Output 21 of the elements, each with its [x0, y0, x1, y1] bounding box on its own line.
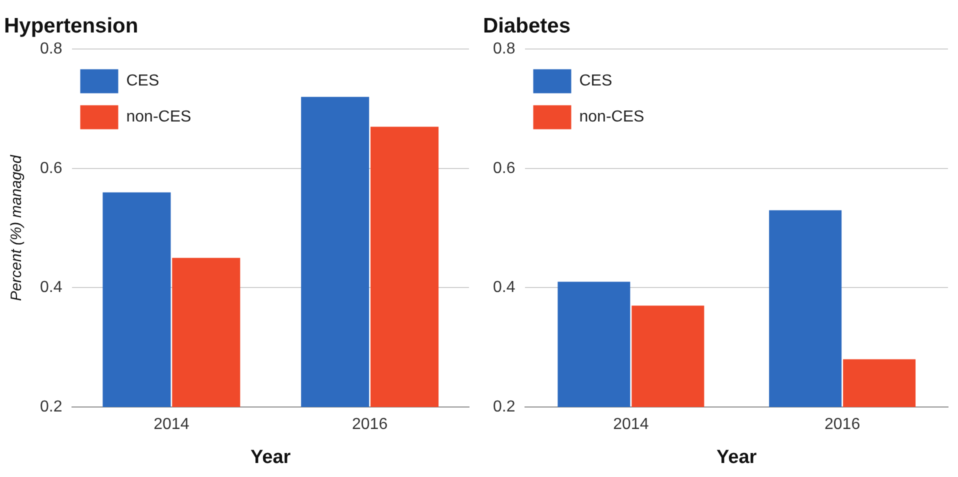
x-axis-title: Year — [716, 446, 758, 468]
chart-title: Diabetes — [483, 14, 571, 38]
legend-label: non-CES — [579, 108, 644, 126]
legend-label: CES — [126, 72, 160, 90]
x-axis-title: Year — [250, 446, 292, 468]
y-tick-label: 0.2 — [40, 398, 62, 416]
y-tick-label: 0.4 — [40, 279, 62, 296]
y-axis-title: Percent (%) managed — [8, 154, 26, 302]
legend-label: non-CES — [126, 108, 192, 126]
y-tick-label: 0.8 — [492, 40, 516, 58]
x-tick-label: 2014 — [613, 416, 649, 434]
x-tick-label: 2014 — [154, 416, 190, 434]
y-tick-label: 0.8 — [40, 40, 62, 58]
x-tick-label: 2016 — [824, 416, 860, 434]
x-tick-label: 2016 — [352, 416, 388, 434]
y-tick-label: 0.4 — [492, 279, 516, 296]
y-tick-label: 0.2 — [492, 398, 516, 416]
chart-title: Hypertension — [4, 14, 138, 38]
y-tick-label: 0.6 — [492, 160, 516, 177]
legend-label: CES — [579, 72, 612, 90]
y-tick-label: 0.6 — [40, 160, 62, 177]
